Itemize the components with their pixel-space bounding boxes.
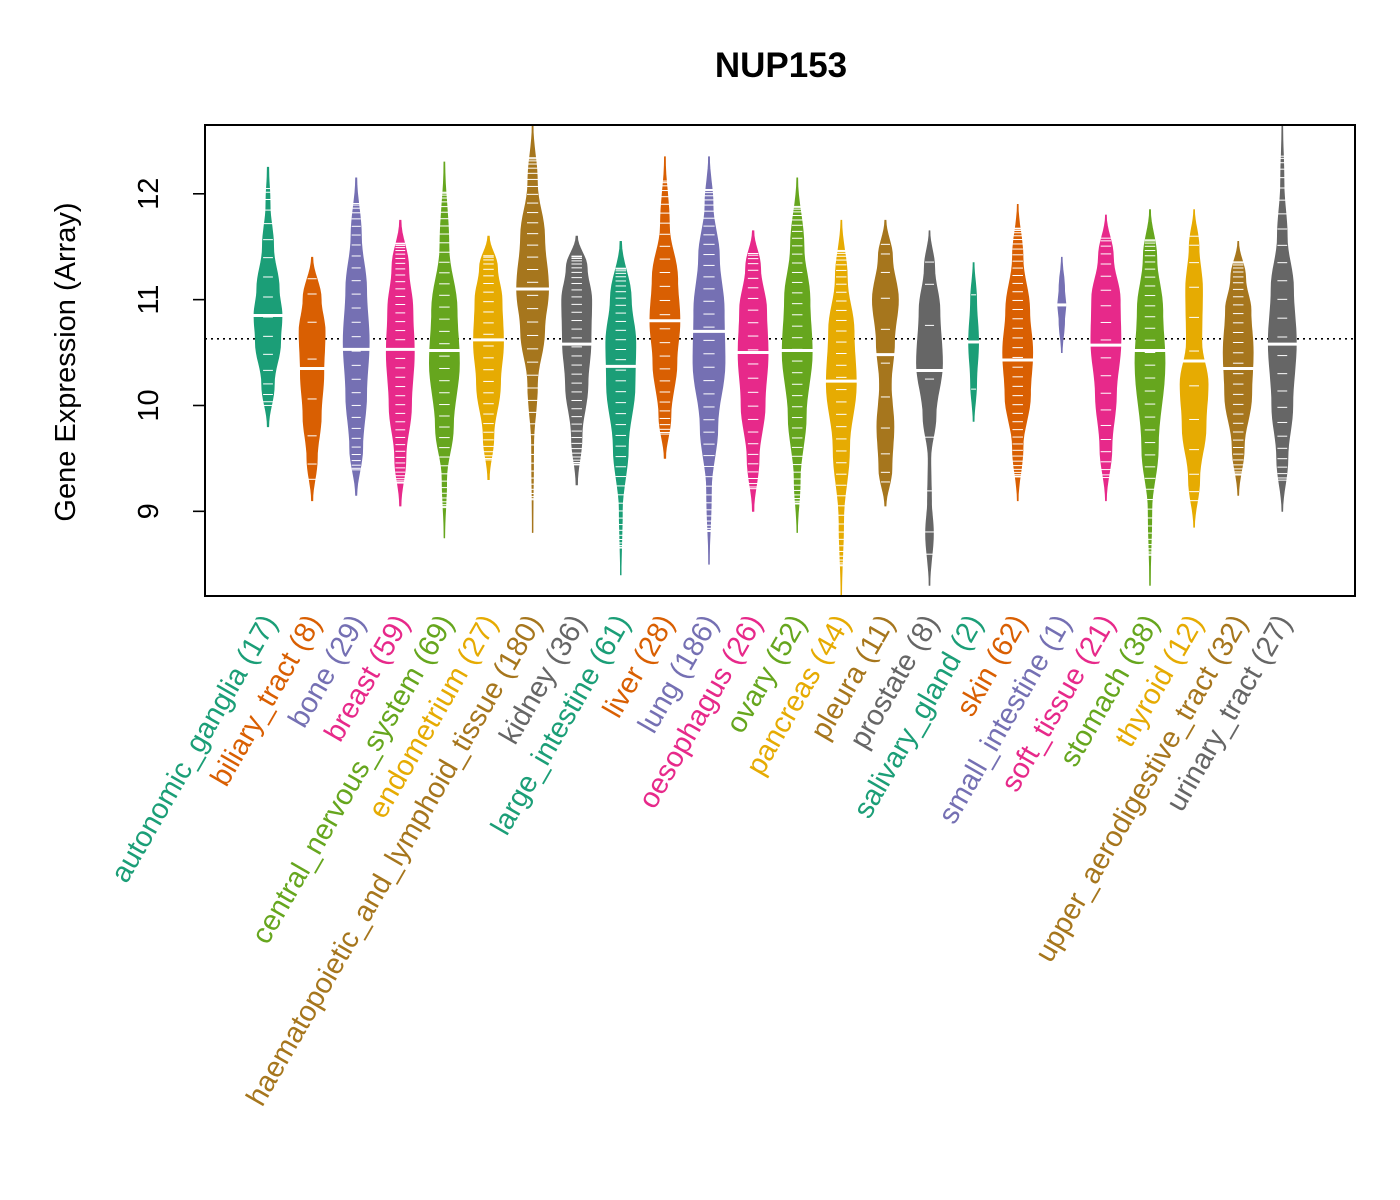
violin-body: [916, 230, 943, 586]
violin-urinary_tract: [1266, 124, 1299, 512]
violin-breast: [384, 219, 417, 507]
violin-body: [737, 230, 769, 512]
violin-haematopoietic_and_lymphoid_tissue: [514, 124, 551, 533]
violin-body: [1002, 204, 1034, 502]
violin-body: [605, 241, 637, 576]
violin-pancreas: [824, 219, 859, 597]
violin-thyroid: [1178, 209, 1211, 528]
violin-body: [825, 219, 857, 597]
violin-small_intestine: [1057, 256, 1067, 353]
violin-stomach: [1132, 209, 1168, 586]
violin-layer: [251, 124, 1299, 597]
y-axis-label: Gene Expression (Array): [50, 202, 82, 521]
violin-liver: [647, 156, 683, 459]
violin-body: [561, 235, 593, 486]
violin-biliary_tract: [297, 256, 328, 502]
violin-skin: [1000, 204, 1035, 502]
y-tick-label: 10: [133, 389, 165, 421]
violin-kidney: [559, 235, 594, 486]
violin-soft_tissue: [1088, 214, 1124, 502]
x-label-count: (27): [1241, 610, 1299, 678]
violin-salivary_gland: [967, 262, 980, 422]
violin-oesophagus: [735, 230, 771, 512]
y-tick-label: 12: [133, 178, 165, 210]
violin-body: [1179, 209, 1209, 528]
y-axis: 9 10 11 12: [133, 178, 205, 519]
violin-large_intestine: [603, 241, 639, 576]
x-label-autonomic_ganglia: autonomic_ganglia (17): [105, 610, 284, 889]
violin-central_nervous_system: [427, 161, 462, 539]
chart-title: NUP153: [715, 46, 847, 85]
y-tick-label: 9: [133, 503, 165, 519]
x-axis-labels: autonomic_ganglia (17)biliary_tract (8)b…: [105, 610, 1299, 1112]
violin-bone: [341, 177, 372, 496]
violin-body: [649, 156, 681, 459]
violin-body: [385, 219, 415, 507]
violin-body: [1134, 209, 1166, 586]
violin-prostate: [914, 230, 945, 586]
violin-autonomic_ganglia: [251, 166, 285, 428]
violin-upper_aerodigestive_tract: [1220, 241, 1256, 496]
plot-frame: [204, 124, 1356, 597]
violin-body: [781, 177, 813, 533]
violin-body: [298, 256, 326, 502]
violin-endometrium: [471, 235, 506, 480]
violin-ovary: [779, 177, 815, 533]
violin-pleura: [870, 219, 901, 507]
y-tick-label: 11: [133, 285, 165, 315]
violin-body: [692, 156, 726, 565]
violin-lung: [690, 156, 728, 565]
